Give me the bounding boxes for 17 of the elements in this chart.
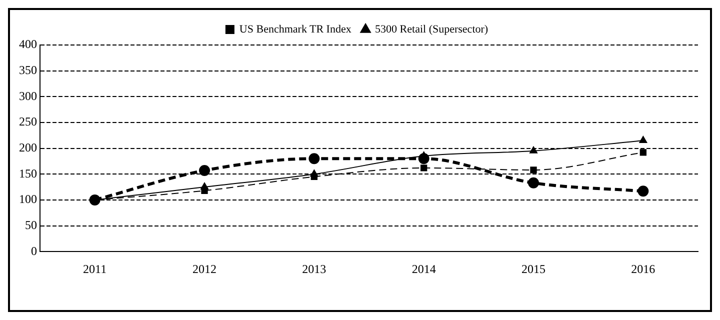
y-tick-label: 0	[31, 244, 37, 258]
x-tick-label: 2013	[302, 262, 326, 276]
y-tick-label: 350	[19, 62, 37, 77]
x-tick-label: 2014	[412, 262, 436, 276]
x-tick-label: 2015	[522, 262, 546, 276]
y-tick-label: 150	[19, 166, 37, 180]
y-tick-label: 100	[19, 192, 37, 206]
y-tick-label: 250	[19, 114, 37, 129]
x-tick-label: 2011	[83, 262, 107, 276]
legend-label: 5300 Retail (Supersector)	[375, 23, 488, 36]
x-tick-label: 2012	[192, 262, 216, 276]
y-tick-label: 400	[19, 37, 37, 52]
y-tick-label: 50	[25, 218, 37, 232]
legend-label: US Benchmark TR Index	[239, 23, 352, 36]
y-tick-label: 300	[19, 88, 37, 103]
x-tick-label: 2016	[631, 262, 656, 276]
y-tick-label: 200	[19, 140, 37, 154]
